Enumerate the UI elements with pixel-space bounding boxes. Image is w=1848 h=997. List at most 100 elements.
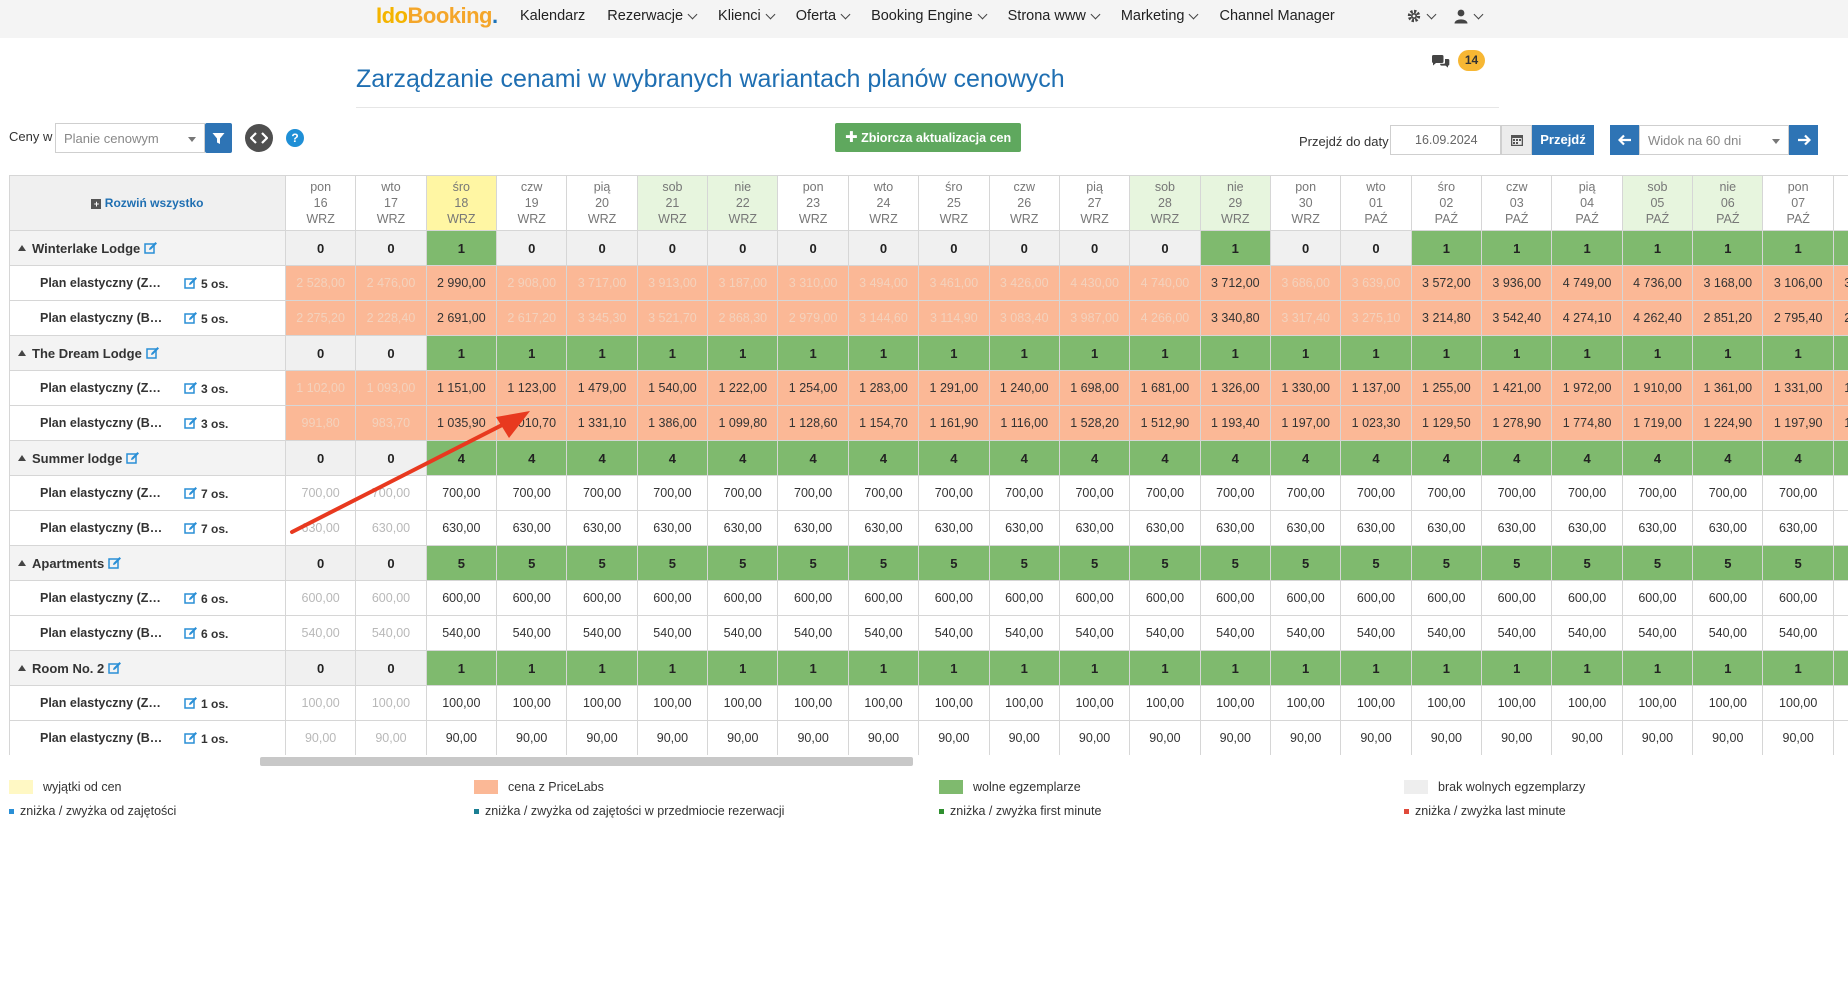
price-cell[interactable]: 1 278,90 (1481, 405, 1553, 441)
price-cell[interactable]: 1 161,90 (918, 405, 990, 441)
price-cell[interactable]: 991,80 (284, 405, 357, 441)
price-cell[interactable]: 2 691,00 (425, 300, 498, 336)
availability-cell[interactable]: 5 (1692, 545, 1764, 581)
availability-cell[interactable]: 1 (1762, 335, 1834, 371)
previous-period-button[interactable] (1610, 125, 1639, 155)
availability-cell[interactable]: 5 (1621, 545, 1694, 581)
price-cell[interactable]: 100,00 (355, 685, 427, 721)
settings-menu[interactable] (1406, 8, 1437, 24)
price-cell[interactable]: 540,00 (1832, 615, 1848, 651)
price-cell[interactable]: 700,00 (566, 475, 638, 511)
price-cell[interactable]: 630,00 (636, 510, 709, 546)
edit-icon[interactable] (144, 241, 158, 255)
availability-cell[interactable]: 0 (284, 650, 357, 686)
price-cell[interactable]: 4 430,00 (1058, 265, 1131, 301)
availability-cell[interactable]: 1 (1551, 650, 1623, 686)
price-cell[interactable]: 1 093,00 (355, 370, 427, 406)
availability-cell[interactable]: 0 (988, 230, 1060, 266)
price-cell[interactable]: 100,00 (1199, 685, 1271, 721)
availability-cell[interactable]: 1 (1269, 650, 1342, 686)
price-cell[interactable]: 1 123,00 (496, 370, 568, 406)
nav-item-marketing[interactable]: Marketing (1121, 8, 1199, 24)
edit-icon[interactable] (184, 311, 198, 325)
availability-cell[interactable]: 1 (1199, 650, 1271, 686)
price-cell[interactable]: 3 542,40 (1481, 300, 1553, 336)
availability-cell[interactable]: 1 (1621, 335, 1694, 371)
price-cell[interactable]: 1 910,00 (1621, 370, 1694, 406)
price-cell[interactable]: 630,00 (777, 510, 849, 546)
availability-cell[interactable]: 1 (1410, 230, 1483, 266)
price-cell[interactable]: 90,00 (636, 720, 709, 755)
price-cell[interactable]: 600,00 (1340, 580, 1412, 616)
availability-cell[interactable]: 1 (847, 335, 920, 371)
availability-cell[interactable]: 0 (847, 230, 920, 266)
price-cell[interactable]: 540,00 (1129, 615, 1201, 651)
price-cell[interactable]: 1 698,00 (1058, 370, 1131, 406)
price-cell[interactable]: 90,00 (566, 720, 638, 755)
price-cell[interactable]: 1 291,00 (918, 370, 990, 406)
price-cell[interactable]: 600,00 (1269, 580, 1342, 616)
edit-icon[interactable] (184, 591, 198, 605)
availability-cell[interactable]: 4 (566, 440, 638, 476)
nav-item-rezerwacje[interactable]: Rezerwacje (607, 8, 698, 24)
price-cell[interactable]: 4 274,10 (1551, 300, 1623, 336)
availability-cell[interactable]: 0 (1058, 230, 1131, 266)
price-cell[interactable]: 2 795,40 (1762, 300, 1834, 336)
price-cell[interactable]: 700,00 (284, 475, 357, 511)
availability-cell[interactable]: 5 (636, 545, 709, 581)
price-cell[interactable]: 100,00 (636, 685, 709, 721)
price-cell[interactable]: 90,00 (1410, 720, 1483, 755)
availability-cell[interactable]: 5 (1832, 545, 1848, 581)
availability-cell[interactable]: 5 (1129, 545, 1201, 581)
nav-item-kalendarz[interactable]: Kalendarz (520, 8, 586, 24)
price-cell[interactable]: 90,00 (918, 720, 990, 755)
price-cell[interactable]: 540,00 (918, 615, 990, 651)
price-cell[interactable]: 1 528,20 (1058, 405, 1131, 441)
price-cell[interactable]: 700,00 (1762, 475, 1834, 511)
price-cell[interactable]: 100,00 (707, 685, 779, 721)
price-cell[interactable]: 1 151,00 (425, 370, 498, 406)
edit-icon[interactable] (184, 276, 198, 290)
availability-cell[interactable]: 0 (707, 230, 779, 266)
property-name-cell[interactable]: The Dream Lodge (9, 335, 286, 371)
availability-cell[interactable]: 1 (425, 335, 498, 371)
price-cell[interactable]: 700,00 (1692, 475, 1764, 511)
price-cell[interactable]: 100,00 (847, 685, 920, 721)
price-cell[interactable]: 1 129,50 (1410, 405, 1483, 441)
price-cell[interactable]: 2 751,30 (1832, 300, 1848, 336)
price-cell[interactable]: 3 275,10 (1340, 300, 1412, 336)
price-cell[interactable]: 100,00 (1340, 685, 1412, 721)
price-cell[interactable]: 600,00 (1129, 580, 1201, 616)
price-cell[interactable]: 540,00 (1410, 615, 1483, 651)
price-cell[interactable]: 630,00 (1129, 510, 1201, 546)
price-cell[interactable]: 90,00 (1269, 720, 1342, 755)
price-cell[interactable]: 4 740,00 (1129, 265, 1201, 301)
availability-cell[interactable]: 0 (355, 440, 427, 476)
price-cell[interactable]: 1 240,00 (988, 370, 1060, 406)
availability-cell[interactable]: 0 (566, 230, 638, 266)
availability-cell[interactable]: 0 (496, 230, 568, 266)
availability-cell[interactable]: 1 (1129, 650, 1201, 686)
price-cell[interactable]: 1 512,90 (1129, 405, 1201, 441)
edit-icon[interactable] (184, 626, 198, 640)
price-cell[interactable]: 100,00 (1129, 685, 1201, 721)
availability-cell[interactable]: 1 (1199, 230, 1271, 266)
price-cell[interactable]: 540,00 (1621, 615, 1694, 651)
price-cell[interactable]: 2 275,20 (284, 300, 357, 336)
availability-cell[interactable]: 4 (1129, 440, 1201, 476)
availability-cell[interactable]: 1 (1692, 650, 1764, 686)
property-name-cell[interactable]: Room No. 2 (9, 650, 286, 686)
price-cell[interactable]: 3 461,00 (918, 265, 990, 301)
price-cell[interactable]: 3 494,00 (847, 265, 920, 301)
price-cell[interactable]: 1 326,00 (1199, 370, 1271, 406)
price-cell[interactable]: 1 197,90 (1762, 405, 1834, 441)
availability-cell[interactable]: 4 (1551, 440, 1623, 476)
price-cell[interactable]: 100,00 (425, 685, 498, 721)
collapse-triangle-icon[interactable] (18, 349, 26, 356)
nav-item-channel-manager[interactable]: Channel Manager (1219, 8, 1335, 24)
price-cell[interactable]: 100,00 (496, 685, 568, 721)
price-cell[interactable]: 3 144,60 (847, 300, 920, 336)
price-cell[interactable]: 90,00 (355, 720, 427, 755)
price-cell[interactable]: 100,00 (918, 685, 990, 721)
price-cell[interactable]: 600,00 (566, 580, 638, 616)
